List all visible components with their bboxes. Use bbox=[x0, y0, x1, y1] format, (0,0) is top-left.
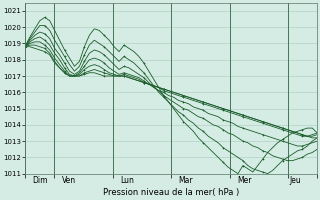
X-axis label: Pression niveau de la mer( hPa ): Pression niveau de la mer( hPa ) bbox=[103, 188, 239, 197]
